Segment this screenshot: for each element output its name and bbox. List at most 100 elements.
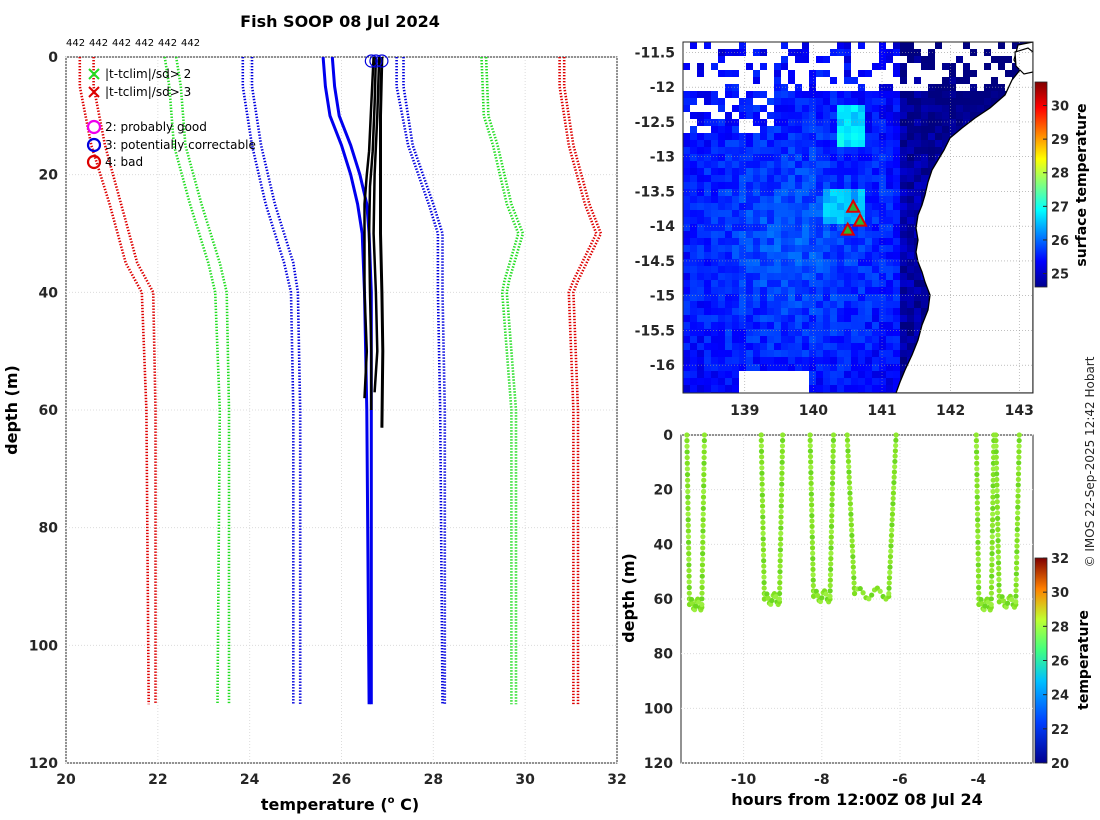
sst-cell bbox=[823, 70, 830, 77]
sst-cell bbox=[809, 154, 816, 161]
sst-cell bbox=[837, 154, 844, 161]
sst-cell bbox=[886, 301, 893, 308]
section-point bbox=[847, 490, 853, 496]
sst-cell bbox=[879, 378, 886, 385]
sst-cell bbox=[711, 168, 718, 175]
sst-cell bbox=[900, 91, 907, 98]
sst-cell bbox=[921, 182, 928, 189]
sst-cell bbox=[893, 133, 900, 140]
sst-cell bbox=[865, 112, 872, 119]
sst-cell bbox=[893, 322, 900, 329]
sst-cell bbox=[893, 119, 900, 126]
section-point bbox=[849, 543, 855, 549]
sst-cell bbox=[690, 217, 697, 224]
sst-cell bbox=[774, 238, 781, 245]
section-point bbox=[845, 458, 852, 465]
sst-cell bbox=[683, 203, 690, 210]
sst-cell bbox=[823, 294, 830, 301]
sst-cell bbox=[900, 119, 907, 126]
sst-cell bbox=[816, 119, 823, 126]
sst-cell bbox=[774, 364, 781, 371]
sst-cell bbox=[879, 133, 886, 140]
sst-cell bbox=[879, 294, 886, 301]
section-point bbox=[759, 503, 766, 509]
sst-cell bbox=[802, 126, 809, 133]
sst-cell bbox=[837, 357, 844, 364]
sst-cell bbox=[788, 245, 795, 252]
sst-cell bbox=[767, 140, 774, 147]
sst-cell bbox=[942, 84, 949, 91]
sst-cell bbox=[795, 266, 802, 273]
section-point bbox=[684, 460, 690, 466]
sst-cell bbox=[739, 140, 746, 147]
sst-cell bbox=[900, 147, 907, 154]
sst-cell bbox=[886, 280, 893, 287]
sst-cell bbox=[935, 91, 942, 98]
sst-cell bbox=[886, 315, 893, 322]
qc-flag-marker bbox=[369, 54, 383, 68]
sst-cell bbox=[767, 217, 774, 224]
sst-cell bbox=[788, 308, 795, 315]
section-point bbox=[829, 475, 836, 481]
sst-cell bbox=[830, 350, 837, 357]
section-point bbox=[779, 448, 785, 454]
sst-cell bbox=[830, 175, 837, 182]
section-point bbox=[809, 507, 815, 513]
sst-cell bbox=[753, 273, 760, 280]
sst-cell bbox=[816, 112, 823, 119]
sst-cell bbox=[718, 322, 725, 329]
section-point bbox=[1013, 582, 1019, 588]
sst-cell bbox=[697, 147, 704, 154]
sst-cell bbox=[823, 245, 830, 252]
section-point bbox=[1014, 532, 1020, 538]
profile-x-tick-label: 22 bbox=[148, 772, 167, 788]
map-y-tick-label: -14.5 bbox=[635, 254, 675, 270]
section-point bbox=[760, 547, 767, 553]
sst-cell bbox=[830, 140, 837, 147]
sst-cell bbox=[718, 189, 725, 196]
sst-cell bbox=[830, 301, 837, 308]
sst-cell bbox=[725, 259, 732, 266]
sst-cell bbox=[851, 147, 858, 154]
sst-cell bbox=[879, 357, 886, 364]
sst-cell bbox=[886, 168, 893, 175]
sst-cell bbox=[858, 91, 865, 98]
sst-cell bbox=[907, 217, 914, 224]
sst-cell bbox=[830, 336, 837, 343]
sst-cell bbox=[956, 56, 963, 63]
sst-cell bbox=[781, 301, 788, 308]
section-point bbox=[974, 454, 980, 461]
section-point bbox=[975, 573, 982, 579]
sst-cell bbox=[690, 210, 697, 217]
sst-cell bbox=[865, 364, 872, 371]
section-point bbox=[886, 590, 892, 597]
section-point bbox=[975, 539, 981, 545]
sst-cell bbox=[795, 189, 802, 196]
sst-cell bbox=[1012, 42, 1019, 49]
sst-cell bbox=[900, 154, 907, 161]
sst-cell bbox=[823, 147, 830, 154]
section-y-tick-label: 100 bbox=[644, 701, 673, 717]
sst-cell bbox=[711, 259, 718, 266]
sst-cell bbox=[767, 133, 774, 140]
sst-cell bbox=[809, 364, 816, 371]
sst-cell bbox=[697, 231, 704, 238]
sst-cell bbox=[809, 371, 816, 378]
section-point bbox=[827, 588, 833, 594]
sst-cell bbox=[697, 266, 704, 273]
legend-label: |t-tclim|/sd> 2 bbox=[105, 67, 191, 81]
sst-cell bbox=[872, 147, 879, 154]
sst-cell bbox=[683, 161, 690, 168]
section-point bbox=[701, 477, 707, 483]
sst-cell bbox=[851, 168, 858, 175]
section-point bbox=[808, 475, 814, 481]
section-point bbox=[829, 502, 835, 508]
section-point bbox=[988, 596, 994, 602]
sst-cell bbox=[858, 343, 865, 350]
sst-cell bbox=[746, 105, 753, 112]
sst-cell bbox=[795, 357, 802, 364]
section-point bbox=[877, 588, 883, 594]
sst-cell bbox=[942, 91, 949, 98]
section-point bbox=[685, 522, 691, 528]
sst-cell bbox=[795, 196, 802, 203]
